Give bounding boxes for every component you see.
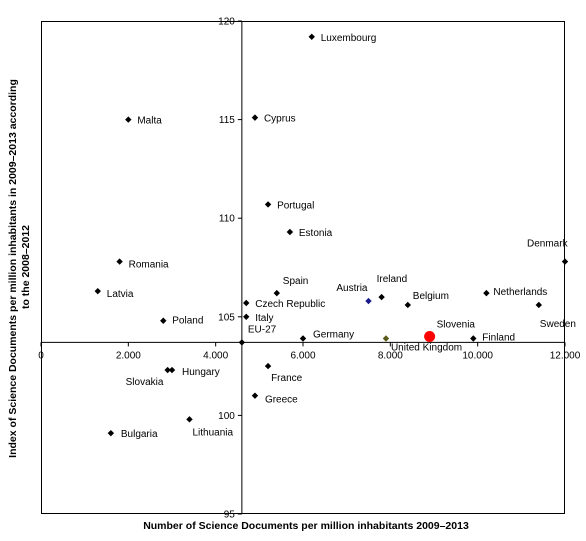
y-axis-title-line-1: Index of Science Documents per million i… bbox=[7, 79, 19, 458]
point-label-italy: Italy bbox=[255, 313, 273, 324]
point-label-france: France bbox=[271, 373, 303, 384]
point-label-hungary: Hungary bbox=[182, 367, 220, 378]
data-point-finland bbox=[470, 335, 477, 342]
point-label-greece: Greece bbox=[265, 395, 298, 406]
point-label-spain: Spain bbox=[283, 276, 309, 287]
data-point-greece bbox=[251, 392, 259, 399]
data-point-france bbox=[264, 362, 272, 370]
data-point-ireland bbox=[378, 293, 385, 301]
y-axis-title: Index of Science Documents per million i… bbox=[7, 76, 32, 458]
point-label-poland: Poland bbox=[172, 316, 203, 327]
point-label-netherlands: Netherlands bbox=[493, 287, 547, 298]
data-point-luxembourg bbox=[308, 33, 315, 40]
y-tick-label: 95 bbox=[224, 510, 236, 521]
point-label-luxembourg: Luxembourg bbox=[321, 33, 377, 44]
data-points bbox=[94, 33, 569, 437]
x-ticks: 0 2.000 4.000 6.000 8.000 10.000 12.000 bbox=[38, 342, 581, 361]
point-label-slovenia: Slovenia bbox=[437, 320, 476, 331]
data-point-belgium bbox=[404, 301, 411, 309]
point-label-belgium: Belgium bbox=[413, 291, 449, 302]
x-tick-label: 4.000 bbox=[203, 350, 228, 361]
data-point-estonia bbox=[286, 228, 294, 236]
point-label-lithuania: Lithuania bbox=[192, 427, 233, 438]
x-axis-title: Number of Science Documents per million … bbox=[143, 520, 469, 532]
point-labels: Luxembourg Malta Cyprus Portugal Estonia Roma… bbox=[107, 33, 576, 440]
x-tick-label: 2.000 bbox=[116, 350, 141, 361]
data-point-slovenia bbox=[424, 331, 436, 343]
point-label-denmark: Denmark bbox=[527, 239, 569, 250]
point-label-finland: Finland bbox=[482, 332, 515, 343]
data-point-united-kingdom bbox=[382, 335, 390, 342]
y-tick-label: 105 bbox=[218, 312, 235, 323]
point-label-slovakia: Slovakia bbox=[126, 377, 164, 388]
y-tick-label: 120 bbox=[218, 17, 235, 28]
x-tick-label: 12.000 bbox=[550, 350, 581, 361]
data-point-italy bbox=[243, 313, 250, 320]
point-label-portugal: Portugal bbox=[277, 200, 314, 211]
data-point-malta bbox=[125, 116, 132, 123]
x-tick-label: 8.000 bbox=[378, 350, 403, 361]
y-axis-title-line-2: to the 2008–2012 bbox=[20, 225, 32, 309]
point-label-bulgaria: Bulgaria bbox=[121, 429, 158, 440]
point-label-czech-republic: Czech Republic bbox=[255, 299, 325, 310]
data-point-sweden bbox=[535, 301, 542, 309]
data-point-bulgaria bbox=[107, 429, 115, 437]
data-point-spain bbox=[273, 289, 280, 297]
data-point-hungary bbox=[168, 366, 176, 374]
y-tick-label: 100 bbox=[218, 411, 235, 422]
data-point-slovakia bbox=[164, 366, 171, 374]
y-ticks: 95 100 105 110 115 120 bbox=[218, 17, 242, 521]
point-label-latvia: Latvia bbox=[107, 289, 134, 300]
data-point-poland bbox=[160, 317, 167, 324]
x-tick-label: 0 bbox=[38, 350, 44, 361]
point-label-eu-27: EU-27 bbox=[248, 324, 277, 335]
data-point-latvia bbox=[94, 287, 101, 295]
x-tick-label: 6.000 bbox=[290, 350, 315, 361]
point-label-romania: Romania bbox=[129, 260, 169, 271]
data-point-portugal bbox=[264, 201, 272, 208]
data-point-cyprus bbox=[251, 114, 259, 121]
x-tick-label: 10.000 bbox=[462, 350, 493, 361]
point-label-sweden: Sweden bbox=[540, 319, 576, 330]
point-label-germany: Germany bbox=[313, 329, 354, 340]
plot-frame bbox=[41, 21, 565, 514]
point-label-ireland: Ireland bbox=[377, 274, 408, 285]
point-label-cyprus: Cyprus bbox=[264, 114, 296, 125]
data-point-germany bbox=[299, 335, 307, 342]
data-point-lithuania bbox=[186, 416, 193, 423]
point-label-austria: Austria bbox=[336, 283, 368, 294]
point-label-malta: Malta bbox=[137, 116, 162, 127]
data-point-czech-republic bbox=[243, 299, 250, 307]
data-point-netherlands bbox=[483, 289, 490, 297]
point-label-estonia: Estonia bbox=[299, 228, 333, 239]
data-point-denmark bbox=[561, 258, 569, 265]
y-tick-label: 115 bbox=[219, 115, 235, 126]
data-point-austria bbox=[365, 297, 372, 305]
data-point-eu-27 bbox=[238, 339, 246, 346]
y-tick-label: 110 bbox=[219, 214, 235, 225]
point-label-united-kingdom: United Kingdom bbox=[391, 342, 462, 353]
data-point-romania bbox=[116, 258, 123, 265]
